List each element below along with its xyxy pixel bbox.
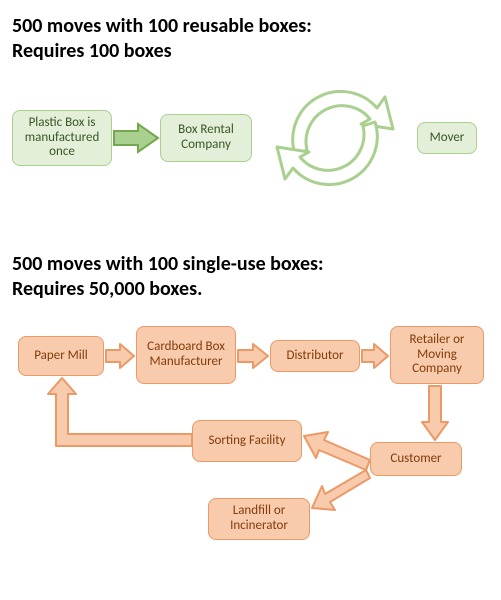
node-sorting: Sorting Facility [192,420,302,462]
arrow-dist-to-retail [362,344,388,368]
node-customer: Customer [370,442,462,476]
cycle-arrows-icon [260,74,410,202]
singleuse-heading-line2: Requires 50,000 boxes. [12,277,489,302]
arrow-mill-to-mfr [106,344,134,368]
arrow-customer-to-sorting [304,430,370,470]
node-paper-mill: Paper Mill [18,336,104,376]
singleuse-diagram: Paper Mill Cardboard Box Manufacturer Dist… [12,326,489,556]
arrow-retail-to-customer [422,386,448,440]
node-plastic-box: Plastic Box is manufactured once [12,110,112,166]
node-mover: Mover [417,122,477,154]
arrow-sorting-to-mill [44,378,194,458]
reusable-heading: 500 moves with 100 reusable boxes: Requi… [12,14,489,64]
reusable-heading-line2: Requires 100 boxes [12,39,489,64]
node-rental-co: Box Rental Company [160,114,252,162]
arrow-mfr-to-dist [238,344,268,368]
node-distributor: Distributor [270,340,360,372]
arrow-plastic-to-rental [114,124,158,152]
singleuse-heading: 500 moves with 100 single-use boxes: Req… [12,252,489,302]
node-landfill: Landfill or Incinerator [208,498,310,540]
reusable-diagram: Plastic Box is manufactured once Box Rent… [12,92,489,222]
reusable-heading-line1: 500 moves with 100 reusable boxes: [12,14,489,39]
singleuse-heading-line1: 500 moves with 100 single-use boxes: [12,252,489,277]
node-retailer: Retailer or Moving Company [390,326,484,384]
arrow-customer-to-landfill [312,474,370,514]
node-box-mfr: Cardboard Box Manufacturer [136,326,236,384]
